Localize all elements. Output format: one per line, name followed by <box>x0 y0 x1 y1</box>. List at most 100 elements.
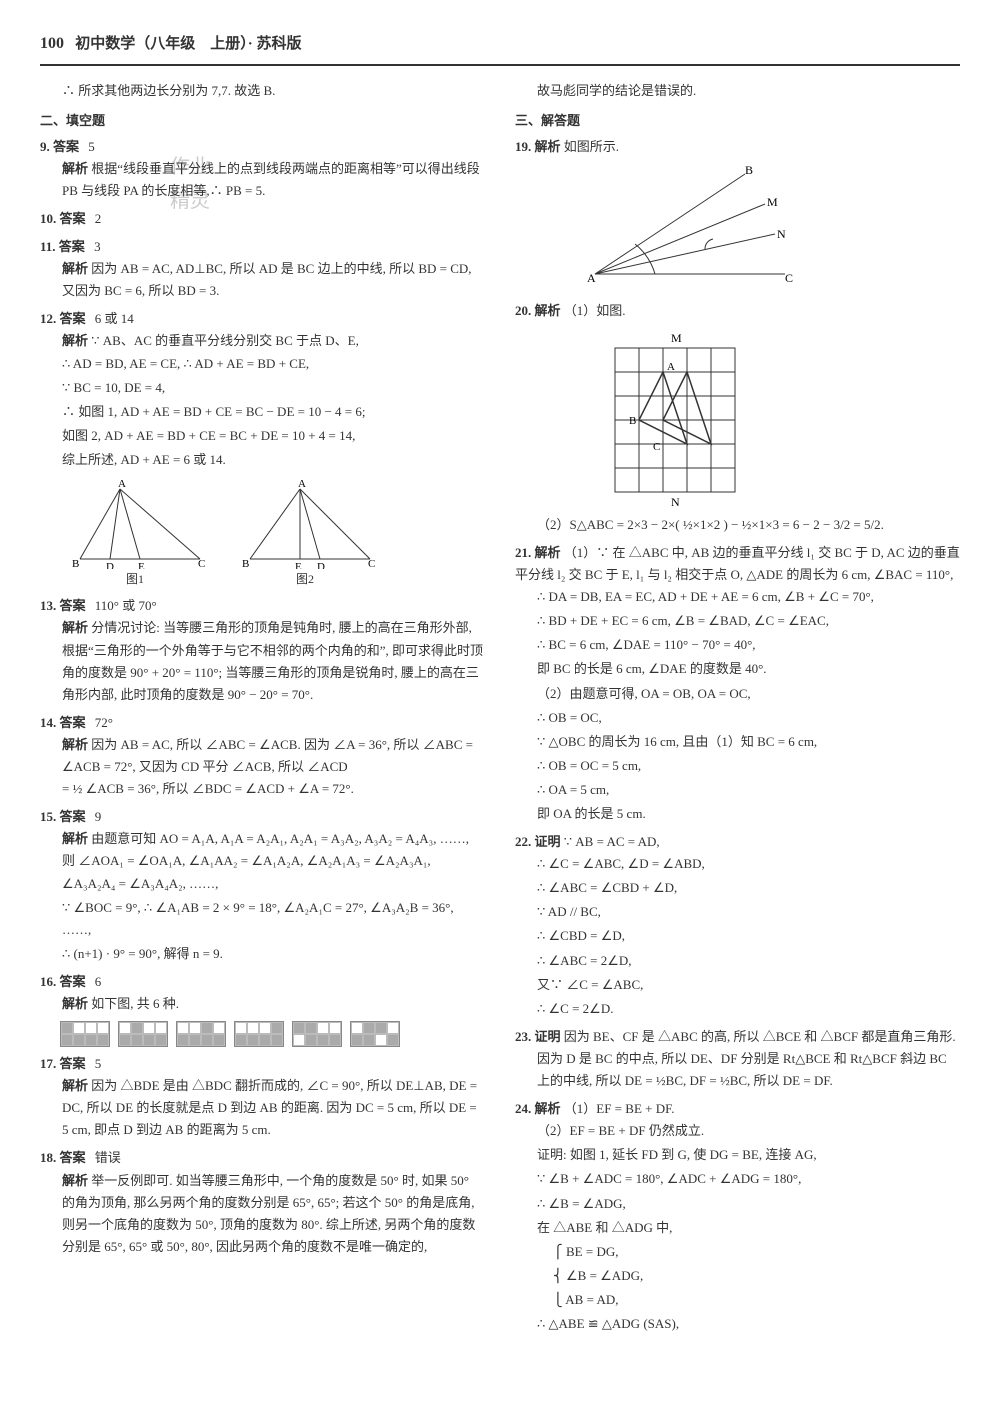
q11-exp: 因为 AB = AC, AD⊥BC, 所以 AD 是 BC 边上的中线, 所以 … <box>62 261 472 298</box>
q21-l8: ∵ △OBC 的周长为 16 cm, 且由（1）知 BC = 6 cm, <box>537 731 960 753</box>
svg-text:A: A <box>118 479 126 490</box>
q17-num: 17. <box>40 1056 56 1071</box>
q10-ans-label: 答案 <box>60 211 86 226</box>
q22-l5: ∴ ∠CBD = ∠D, <box>537 925 960 947</box>
svg-text:C: C <box>198 558 205 569</box>
q21: 21. 解析 （1）∵ 在 △ABC 中, AB 边的垂直平分线 l₁ 交 BC… <box>515 542 960 825</box>
grid-4 <box>234 1021 284 1047</box>
grid-5 <box>292 1021 342 1047</box>
grid-6 <box>350 1021 400 1047</box>
q13-exp-label: 解析 <box>62 620 88 635</box>
q24-label: 解析 <box>535 1101 561 1116</box>
q23: 23. 证明 因为 BE、CF 是 △ABC 的高, 所以 △BCE 和 △BC… <box>515 1026 960 1092</box>
q24-l2: （2）EF = BE + DF 仍然成立. <box>537 1120 960 1142</box>
q20-num: 20. <box>515 303 531 318</box>
q13-ans-val: 110° 或 70° <box>95 598 157 613</box>
q24-l10: ∴ △ABE ≌ △ADG (SAS), <box>537 1313 960 1335</box>
q18-exp-label: 解析 <box>62 1173 88 1188</box>
q24-num: 24. <box>515 1101 531 1116</box>
q12-ans-val: 6 或 14 <box>95 311 134 326</box>
q12-num: 12. <box>40 311 56 326</box>
q16-ans-val: 6 <box>95 974 102 989</box>
q11-exp-label: 解析 <box>62 261 88 276</box>
svg-text:C: C <box>368 558 375 569</box>
q20-label: 解析 <box>535 303 561 318</box>
q22-l8: ∴ ∠C = 2∠D. <box>537 998 960 1020</box>
q22-l6: ∴ ∠ABC = 2∠D, <box>537 950 960 972</box>
svg-text:D: D <box>106 561 114 569</box>
svg-text:D: D <box>317 561 325 569</box>
q20-l1: （1）如图. <box>564 303 626 318</box>
triangle-fig2-icon: A B E D C <box>230 479 380 569</box>
q10: 10. 答案 2 <box>40 208 485 230</box>
q21-l2: ∴ DA = DB, EA = EC, AD + DE + AE = 6 cm,… <box>537 586 960 608</box>
q21-l7: ∴ OB = OC, <box>537 707 960 729</box>
q12-fig1-label: 图1 <box>60 569 210 589</box>
q21-l9: ∴ OB = OC = 5 cm, <box>537 755 960 777</box>
q9-exp-label: 解析 <box>62 161 88 176</box>
q12-l6: 综上所述, AD + AE = 6 或 14. <box>62 449 485 471</box>
q18-num: 18. <box>40 1150 56 1165</box>
q14-ans-val: 72° <box>95 715 113 730</box>
q24-l8: ⎨ ∠B = ∠ADG, <box>553 1265 960 1287</box>
q22: 22. 证明 ∵ AB = AC = AD, ∴ ∠C = ∠ABC, ∠D =… <box>515 831 960 1020</box>
svg-text:B: B <box>72 558 79 569</box>
q15-l3: ∵ ∠BOC = 9°, ∴ ∠A₁AB = 2 × 9° = 18°, ∠A₂… <box>62 897 485 941</box>
q12-l4: ∴ 如图 1, AD + AE = BD + CE = BC − DE = 10… <box>62 401 485 423</box>
q12-fig1: A B D E C 图1 <box>60 479 210 589</box>
q24-l1: （1）EF = BE + DF. <box>564 1101 675 1116</box>
q9: 9. 答案 5 解析 根据“线段垂直平分线上的点到线段两端点的距离相等”可以得出… <box>40 136 485 202</box>
q9-num: 9. <box>40 139 50 154</box>
q15-l2: 则 ∠AOA₁ = ∠OA₁A, ∠A₁AA₂ = ∠A₁A₂A, ∠A₂A₁A… <box>62 850 485 894</box>
q18: 18. 答案 错误 解析 举一反例即可. 如当等腰三角形中, 一个角的度数是 5… <box>40 1147 485 1257</box>
q21-l6: （2）由题意可得, OA = OB, OA = OC, <box>537 683 960 705</box>
section-fill-blank: 二、填空题 <box>40 110 485 132</box>
q15-l4: ∴ (n+1) · 9° = 90°, 解得 n = 9. <box>62 943 485 965</box>
grid-triangle-icon: M A B C N <box>595 328 755 508</box>
q13: 13. 答案 110° 或 70° 解析 分情况讨论: 当等腰三角形的顶角是钝角… <box>40 595 485 705</box>
q12-l5: 如图 2, AD + AE = BD + CE = BC + DE = 10 +… <box>62 425 485 447</box>
q15-ans-val: 9 <box>95 809 102 824</box>
q15-exp-label: 解析 <box>62 831 88 846</box>
angle-construction-icon: A B C M N <box>575 164 795 294</box>
left-column: ∴ 所求其他两边长分别为 7,7. 故选 B. 二、填空题 9. 答案 5 解析… <box>40 80 485 1342</box>
q23-l1: 因为 BE、CF 是 △ABC 的高, 所以 △BCE 和 △BCF 都是直角三… <box>564 1029 956 1044</box>
q15-l1: 由题意可知 AO = A₁A, A₁A = A₂A₁, A₂A₁ = A₃A₂,… <box>91 831 469 846</box>
q19-num: 19. <box>515 139 531 154</box>
q15: 15. 答案 9 解析 由题意可知 AO = A₁A, A₁A = A₂A₁, … <box>40 806 485 965</box>
q22-l1: ∵ AB = AC = AD, <box>564 834 660 849</box>
q16: 16. 答案 6 解析 如下图, 共 6 种. <box>40 971 485 1047</box>
q17-exp-label: 解析 <box>62 1078 88 1093</box>
intro-line: ∴ 所求其他两边长分别为 7,7. 故选 B. <box>62 80 485 102</box>
q22-l2: ∴ ∠C = ∠ABC, ∠D = ∠ABD, <box>537 853 960 875</box>
svg-text:A: A <box>298 479 306 490</box>
lbl-M2: M <box>671 331 682 345</box>
q13-ans-label: 答案 <box>60 598 86 613</box>
page-title: 初中数学（八年级 上册）· 苏科版 <box>75 36 301 52</box>
q12-ans-label: 答案 <box>60 311 86 326</box>
q21-l4: ∴ BC = 6 cm, ∠DAE = 110° − 70° = 40°, <box>537 634 960 656</box>
q21-num: 21. <box>515 545 531 560</box>
q22-l7: 又∵ ∠C = ∠ABC, <box>537 974 960 996</box>
page-number: 100 <box>40 35 64 52</box>
q24-l7: ⎧ BE = DG, <box>553 1241 960 1263</box>
q9-exp: 根据“线段垂直平分线上的点到线段两端点的距离相等”可以得出线段 PB 与线段 P… <box>62 161 480 198</box>
q24-l3: 证明: 如图 1, 延长 FD 到 G, 使 DG = BE, 连接 AG, <box>537 1144 960 1166</box>
q17-exp: 因为 △BDE 是由 △BDC 翻折而成的, ∠C = 90°, 所以 DE⊥A… <box>62 1078 477 1137</box>
q14-l1: 因为 AB = AC, 所以 ∠ABC = ∠ACB. 因为 ∠A = 36°,… <box>62 737 473 774</box>
q9-ans-val: 5 <box>88 139 95 154</box>
q19-figure: A B C M N <box>575 164 960 294</box>
q11-ans-label: 答案 <box>59 239 85 254</box>
right-column: 故马彪同学的结论是错误的. 三、解答题 19. 解析 如图所示. A B C M <box>515 80 960 1342</box>
q24: 24. 解析 （1）EF = BE + DF. （2）EF = BE + DF … <box>515 1098 960 1335</box>
q16-grids <box>60 1021 485 1047</box>
q9-ans-label: 答案 <box>53 139 79 154</box>
lbl-B2: B <box>629 415 636 427</box>
q15-num: 15. <box>40 809 56 824</box>
q21-l5: 即 BC 的长是 6 cm, ∠DAE 的度数是 40°. <box>537 658 960 680</box>
svg-text:B: B <box>242 558 249 569</box>
lbl-B: B <box>745 164 753 177</box>
q20: 20. 解析 （1）如图. M A B C N <box>515 300 960 536</box>
lbl-C2: C <box>653 441 660 453</box>
lbl-A: A <box>587 271 596 285</box>
